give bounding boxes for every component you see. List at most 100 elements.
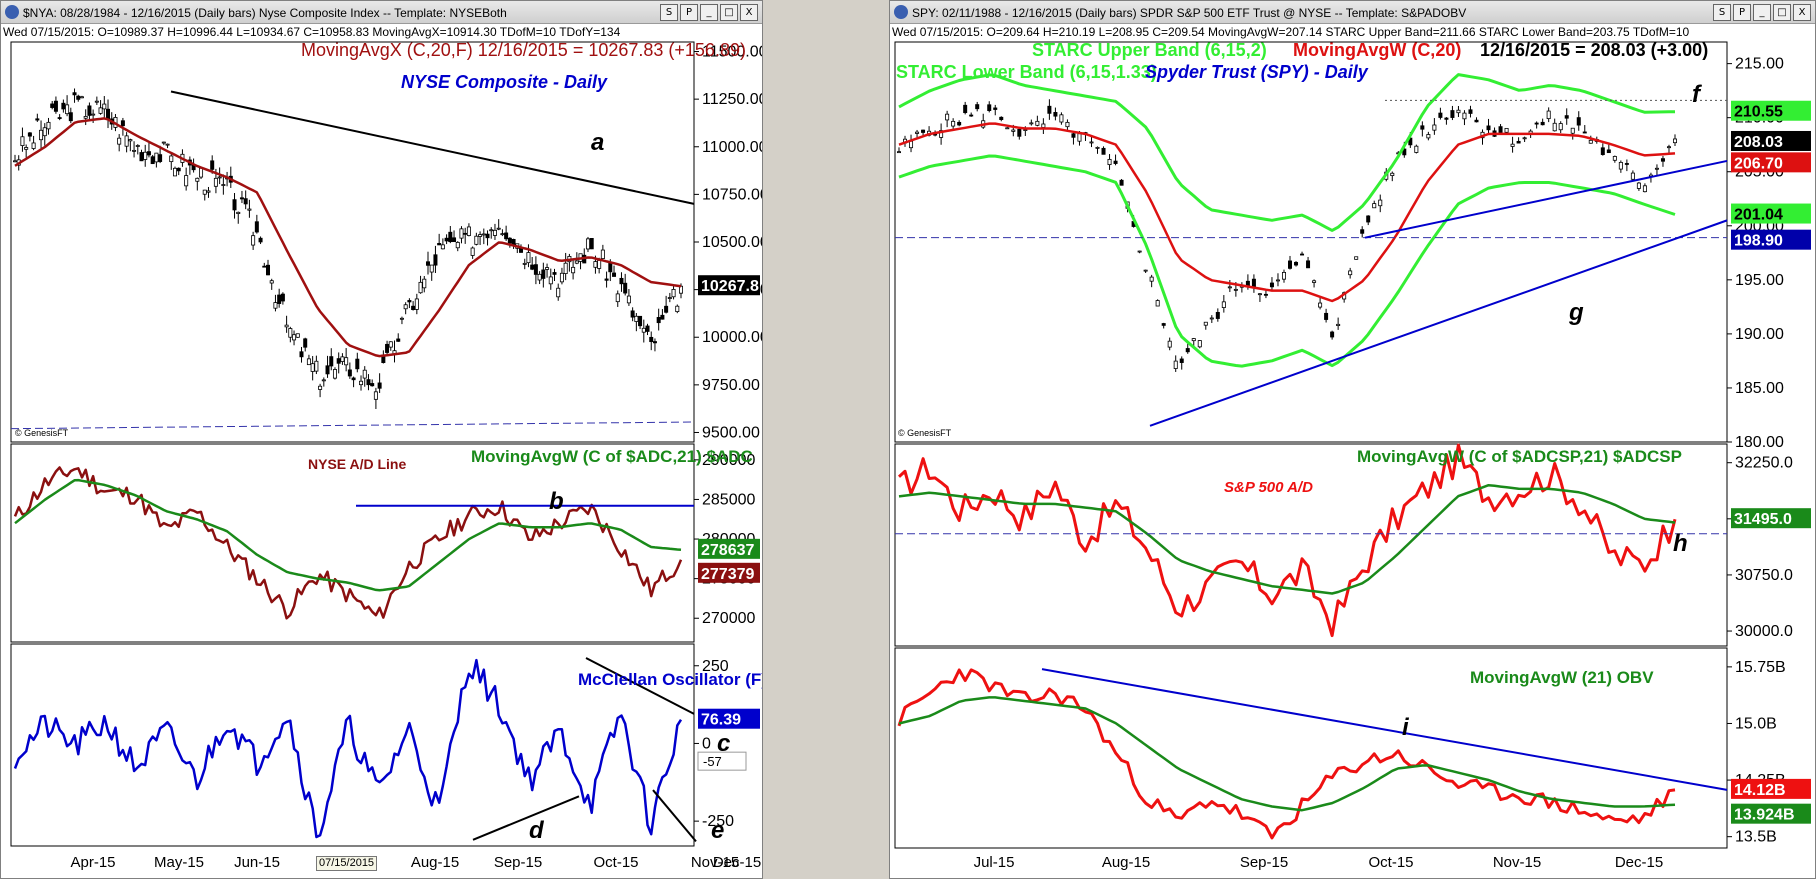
nyse-bar-candle xyxy=(656,317,661,324)
nyse-bar-candle xyxy=(504,232,509,240)
app-icon xyxy=(894,4,908,19)
nyse-bar-candle xyxy=(57,117,62,119)
spy-bar-candle xyxy=(1173,360,1178,369)
spy-bar-candle xyxy=(1029,122,1034,125)
obv-heading: MovingAvgW (21) OBV xyxy=(1470,668,1654,687)
spy-bar-candle xyxy=(1005,127,1010,130)
nyse-price-tick-label: 9750.00 xyxy=(702,377,760,394)
p-button[interactable]: P xyxy=(1733,4,1751,21)
nyse-bar-candle xyxy=(448,231,453,243)
spy-bar-candle xyxy=(1318,302,1323,308)
nyse-bar-candle xyxy=(593,261,598,268)
spy-bar-candle xyxy=(1053,112,1058,117)
nyse-bar-candle xyxy=(407,300,412,303)
nyse-title-bar[interactable]: $NYA: 08/28/1984 - 12/16/2015 (Daily bar… xyxy=(1,1,762,24)
nyse-bar-candle xyxy=(53,100,58,112)
nyse-bar-candle xyxy=(452,237,457,243)
nyse-bar-candle xyxy=(269,280,274,284)
spy-bar-candle xyxy=(1047,105,1052,114)
spy-bar-candle xyxy=(1546,110,1551,120)
nyse-bar-candle xyxy=(288,328,293,338)
spy-title-bar[interactable]: SPY: 02/11/1988 - 12/16/2015 (Daily bars… xyxy=(890,1,1815,24)
obv-tick-label: 15.75B xyxy=(1735,659,1786,676)
spy-bar-candle xyxy=(1155,300,1160,307)
nyse-bar-candle xyxy=(385,343,390,353)
nyse-bar-candle xyxy=(318,385,323,390)
nyse-ad-tick-label: 285000 xyxy=(702,491,755,508)
spy-bar-candle xyxy=(1600,147,1605,155)
spy-bar-candle xyxy=(1149,276,1154,282)
nyse-bar-candle xyxy=(347,369,352,377)
spy-bar-candle xyxy=(1065,121,1070,128)
spy-bar-candle xyxy=(1576,117,1581,126)
nyse-title-text: $NYA: 08/28/1984 - 12/16/2015 (Daily bar… xyxy=(23,5,507,20)
obv-tick-label: 13.5B xyxy=(1735,829,1777,846)
spy-bar-candle xyxy=(1444,117,1449,120)
nyse-info-bar: Wed 07/15/2015: O=10989.37 H=10996.44 L=… xyxy=(3,25,621,39)
nyse-bar-candle xyxy=(574,260,579,264)
nyse-bar-candle xyxy=(143,151,148,160)
spy-bar-candle xyxy=(1203,321,1208,326)
nyse-bar-candle xyxy=(597,260,602,269)
spy-price-heading: 12/16/2015 = 208.03 (+3.00) xyxy=(1480,40,1708,60)
close-button[interactable]: X xyxy=(1793,4,1811,21)
p-button[interactable]: P xyxy=(680,4,698,21)
spy-bar-candle xyxy=(1414,145,1419,153)
nyse-bar-candle xyxy=(79,96,84,99)
nyse-bar-candle xyxy=(206,190,211,193)
nyse-bar-candle xyxy=(507,237,512,244)
spy-price-tick-label: 195.00 xyxy=(1735,272,1784,289)
nyse-bar-candle xyxy=(12,160,17,163)
trendline-support xyxy=(1364,159,1728,239)
spy-bar-candle xyxy=(909,140,914,149)
maximize-button[interactable]: □ xyxy=(720,4,738,21)
nyse-window-buttons: S P _ □ X xyxy=(660,4,758,21)
trendline-c xyxy=(585,657,695,715)
maximize-button[interactable]: □ xyxy=(1773,4,1791,21)
spy-bar-candle xyxy=(1275,279,1280,282)
nyse-price-tick-label: 10750.00 xyxy=(702,186,763,203)
s-button[interactable]: S xyxy=(1713,4,1731,21)
nyse-ad-last-value: 277379 xyxy=(701,566,754,583)
minimize-button[interactable]: _ xyxy=(1753,4,1771,21)
nyse-bar-candle xyxy=(470,247,475,256)
nyse-bar-candle xyxy=(552,272,557,275)
nyse-bar-candle xyxy=(440,244,445,250)
x-axis-label: Dec-15 xyxy=(712,854,762,871)
spy-bar-candle xyxy=(1197,340,1202,348)
close-button[interactable]: X xyxy=(740,4,758,21)
nyse-bar-candle xyxy=(295,333,300,338)
spy-bar-candle xyxy=(1618,161,1623,170)
spy-ad-tick-label: 30000.0 xyxy=(1735,623,1793,640)
starc-lower-band xyxy=(898,154,1676,368)
nyse-bar-candle xyxy=(329,356,334,367)
nyse-bar-candle xyxy=(128,139,133,142)
nyse-bar-candle xyxy=(403,304,408,310)
nyse-bar-candle xyxy=(169,155,174,163)
minimize-button[interactable]: _ xyxy=(700,4,718,21)
nyse-bar-candle xyxy=(68,112,73,122)
spy-bar-candle xyxy=(1366,215,1371,223)
spy-bar-candle xyxy=(1348,270,1353,276)
spy-ad-subtitle: S&P 500 A/D xyxy=(1224,479,1313,496)
obv-last-value-box xyxy=(1731,778,1811,799)
spy-bar-candle xyxy=(1312,280,1317,283)
spy-bar-candle xyxy=(969,114,974,117)
obv-tick-label: 15.0B xyxy=(1735,715,1777,732)
spy-bar-candle xyxy=(951,120,956,127)
s-button[interactable]: S xyxy=(660,4,678,21)
spy-bar-candle xyxy=(1221,301,1226,308)
nyse-price-tick-label: 9500.00 xyxy=(702,424,760,441)
nyse-bar-candle xyxy=(675,305,680,313)
spy-bar-candle xyxy=(1071,133,1076,138)
nyse-bar-candle xyxy=(429,264,434,273)
spy-bar-candle xyxy=(1011,129,1016,132)
nyse-bar-candle xyxy=(332,369,337,379)
nyse-bar-candle xyxy=(277,294,282,304)
spy-bar-candle xyxy=(1642,185,1647,193)
spy-bar-candle xyxy=(1402,148,1407,156)
nyse-bar-candle xyxy=(20,136,25,147)
nyse-ad-tick-label: 290000 xyxy=(702,452,755,469)
spy-bar-candle xyxy=(1113,160,1118,164)
nyse-bar-candle xyxy=(213,177,218,187)
